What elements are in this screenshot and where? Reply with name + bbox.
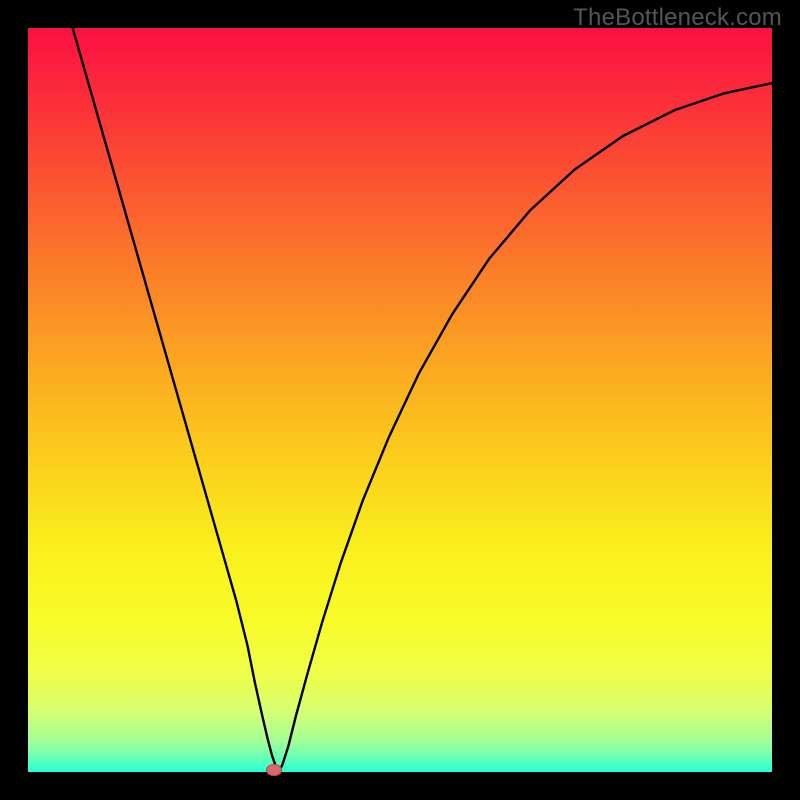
chart-svg xyxy=(0,0,800,800)
plot-background xyxy=(28,28,772,772)
sweet-spot-marker xyxy=(266,764,282,776)
chart-canvas: TheBottleneck.com xyxy=(0,0,800,800)
watermark-text: TheBottleneck.com xyxy=(573,4,782,32)
